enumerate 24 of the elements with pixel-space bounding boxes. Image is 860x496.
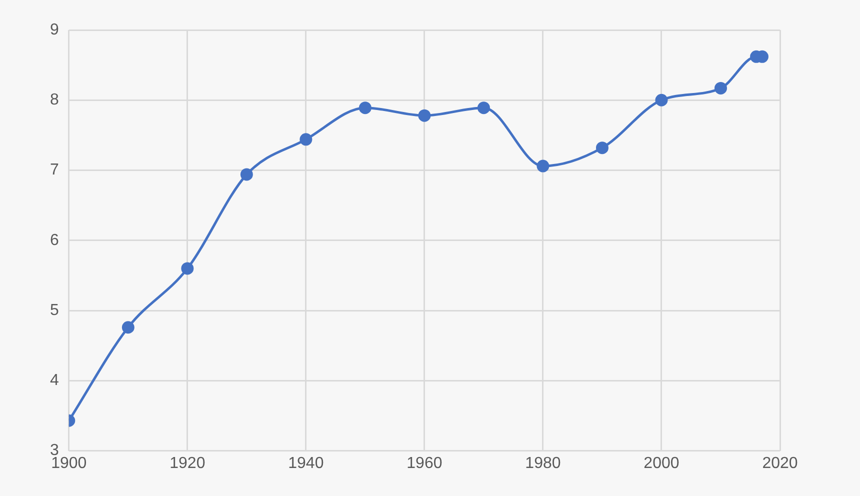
y-tick-label: 4 [50, 372, 59, 390]
point [122, 321, 134, 334]
point [536, 160, 550, 172]
point [655, 94, 668, 106]
point [300, 133, 312, 146]
x-tick-label: 1920 [170, 454, 206, 472]
y-tick-label: 8 [50, 92, 59, 109]
y-tick-label: 6 [50, 232, 59, 249]
point [240, 168, 253, 181]
point [358, 102, 372, 114]
point [714, 82, 727, 94]
point [181, 262, 194, 275]
x-tick-label: 1940 [288, 454, 324, 472]
x-tick-label: 1960 [406, 454, 442, 472]
x-tick-label: 1980 [525, 454, 561, 472]
y-tick-label: 7 [50, 162, 59, 179]
y-tick-label: 5 [50, 302, 59, 319]
point [596, 142, 608, 154]
x-tick-label: 1900 [51, 454, 87, 472]
point [418, 109, 431, 122]
y-tick-label: 9 [50, 21, 59, 38]
point [477, 102, 490, 114]
x-tick-label: 2000 [644, 454, 680, 472]
x-tick-label: 2020 [762, 454, 798, 472]
